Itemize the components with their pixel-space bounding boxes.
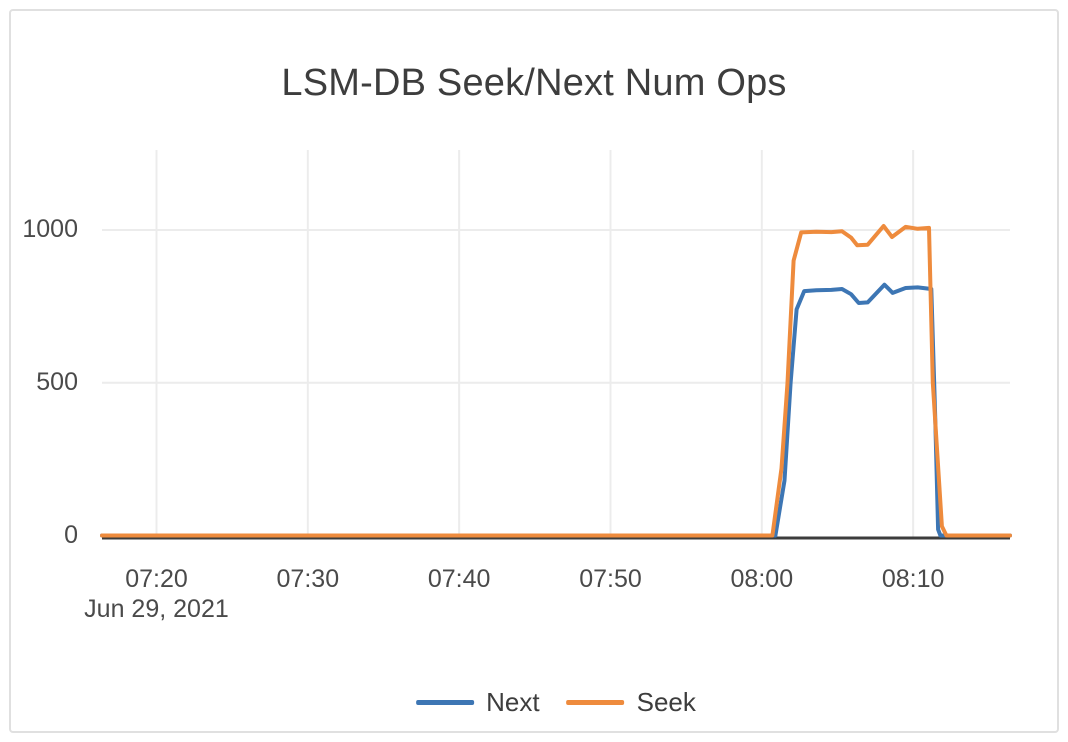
x-tick-label: 07:40 bbox=[427, 565, 491, 593]
legend: Next Seek bbox=[416, 687, 696, 718]
x-tick-label: 07:50 bbox=[579, 565, 642, 593]
seek-series-swatch bbox=[566, 700, 625, 705]
x-axis-date-label: Jun 29, 2021 bbox=[84, 595, 229, 623]
legend-label-next: Next bbox=[486, 687, 540, 717]
chart-card: LSM-DB Seek/Next Num Ops bbox=[9, 9, 1059, 733]
series-line-next bbox=[100, 282, 1012, 538]
y-tick-label: 0 bbox=[64, 520, 78, 549]
x-tick-label: 07:20 bbox=[125, 565, 188, 593]
legend-item-next[interactable]: Next bbox=[416, 687, 540, 718]
legend-item-seek[interactable]: Seek bbox=[566, 687, 696, 718]
x-tick-label: 08:10 bbox=[881, 565, 945, 593]
legend-label-seek: Seek bbox=[636, 687, 696, 717]
chart-title: LSM-DB Seek/Next Num Ops bbox=[281, 62, 787, 104]
next-series-swatch bbox=[416, 700, 475, 705]
series-line-seek bbox=[100, 224, 1012, 538]
y-tick-label: 500 bbox=[36, 367, 78, 396]
y-tick-label: 1000 bbox=[22, 215, 78, 243]
x-tick-label: 07:30 bbox=[276, 565, 340, 593]
x-tick-label: 08:00 bbox=[730, 565, 794, 593]
